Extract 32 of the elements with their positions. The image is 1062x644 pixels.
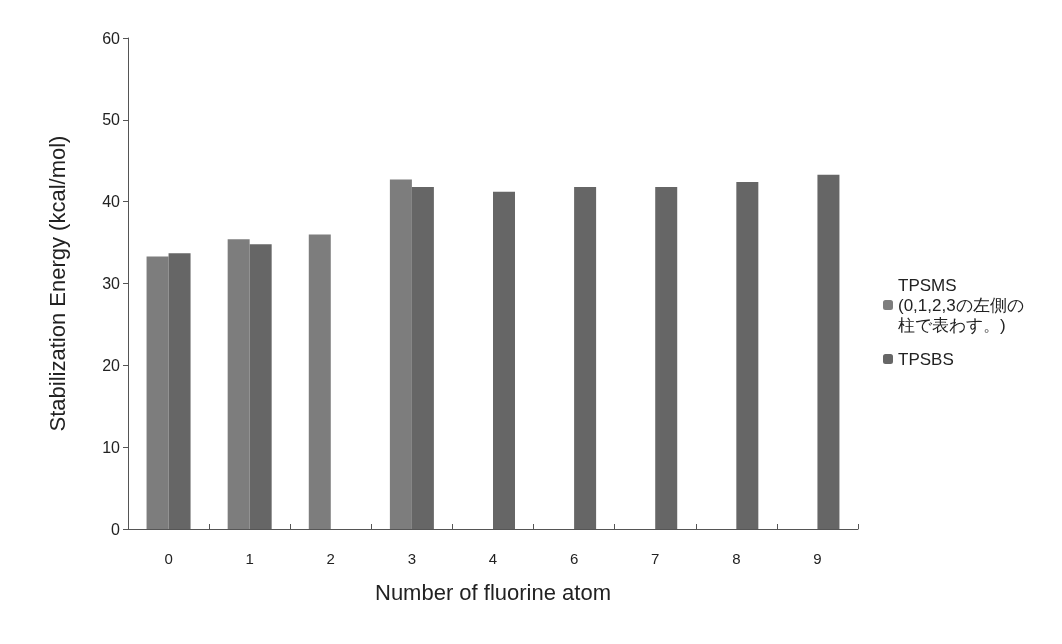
y-tick-label: 60 bbox=[102, 29, 121, 47]
x-tick-label: 7 bbox=[651, 550, 660, 567]
y-tick-label: 0 bbox=[111, 520, 121, 538]
bar bbox=[249, 244, 272, 529]
y-tick-label: 30 bbox=[102, 275, 121, 292]
bar bbox=[227, 239, 250, 529]
y-tick-label: 40 bbox=[102, 193, 121, 211]
bar bbox=[411, 186, 434, 529]
y-tick-label: 10 bbox=[102, 438, 121, 456]
bar bbox=[146, 256, 169, 529]
legend-label: TPSBS bbox=[898, 349, 954, 369]
legend-label: TPSMS (0,1,2,3の左側の柱で表わす。) bbox=[898, 275, 1024, 335]
x-tick-label: 0 bbox=[164, 550, 173, 567]
y-axis-title: Stabilization Energy (kcal/mol) bbox=[44, 135, 70, 432]
x-tick-label: 9 bbox=[813, 550, 822, 567]
bar bbox=[493, 191, 515, 529]
y-tick-label: 50 bbox=[102, 111, 121, 129]
bar bbox=[168, 253, 191, 529]
x-tick-label: 3 bbox=[407, 550, 417, 567]
bar bbox=[574, 186, 597, 529]
x-tick-label: 8 bbox=[732, 550, 741, 567]
y-tick-label: 20 bbox=[102, 356, 121, 374]
bar bbox=[389, 179, 412, 529]
bar bbox=[655, 186, 678, 529]
x-axis-title: Number of fluorine atom bbox=[375, 579, 611, 605]
x-tick-label: 2 bbox=[326, 550, 335, 567]
x-tick-label: 1 bbox=[245, 550, 254, 567]
bar bbox=[736, 182, 759, 529]
x-tick-label: 4 bbox=[488, 550, 498, 567]
bar bbox=[308, 234, 331, 529]
bar bbox=[817, 174, 840, 529]
x-tick-label: 6 bbox=[569, 550, 579, 567]
